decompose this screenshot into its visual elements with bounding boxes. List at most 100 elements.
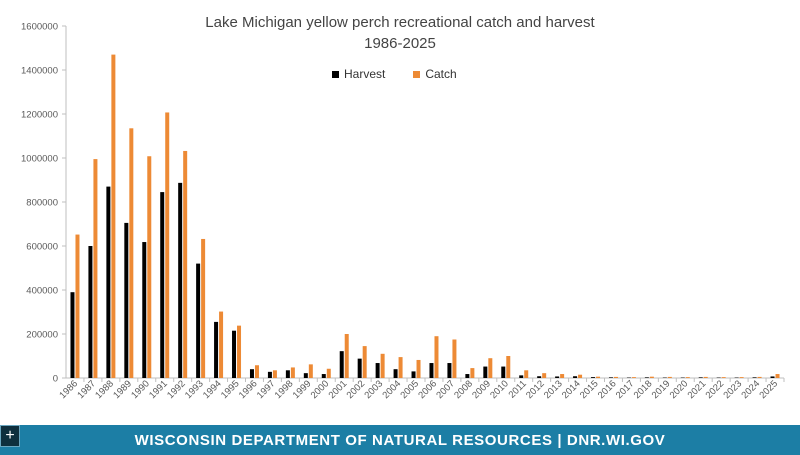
x-tick-label: 2011 bbox=[507, 378, 529, 400]
bar-catch-1992 bbox=[183, 150, 188, 378]
bar-harvest-2004 bbox=[393, 369, 398, 378]
x-tick-label: 2020 bbox=[668, 378, 691, 401]
x-tick-label: 2006 bbox=[416, 378, 439, 401]
bar-harvest-2012 bbox=[537, 376, 542, 378]
x-tick-label: 2002 bbox=[345, 378, 368, 401]
bar-catch-1986 bbox=[75, 234, 80, 378]
legend: Harvest Catch bbox=[332, 67, 457, 81]
bar-catch-1993 bbox=[201, 238, 206, 378]
bar-catch-2018 bbox=[649, 376, 654, 378]
bar-harvest-1996 bbox=[249, 369, 254, 378]
plus-icon[interactable]: + bbox=[0, 425, 20, 447]
bar-catch-1997 bbox=[272, 370, 277, 378]
legend-swatch-harvest bbox=[332, 70, 339, 78]
bar-harvest-2011 bbox=[519, 375, 524, 378]
bar-harvest-1997 bbox=[267, 371, 272, 378]
bar-catch-1995 bbox=[237, 325, 242, 378]
bar-catch-2014 bbox=[578, 374, 583, 378]
bar-catch-2002 bbox=[362, 346, 367, 378]
x-tick-label: 2015 bbox=[578, 378, 601, 401]
bar-harvest-1987 bbox=[88, 246, 93, 378]
bar-harvest-2015 bbox=[591, 377, 596, 378]
bar-harvest-1990 bbox=[142, 242, 147, 378]
x-tick-label: 2018 bbox=[632, 378, 655, 401]
x-tick-label: 2000 bbox=[309, 378, 332, 401]
y-tick-label: 1400000 bbox=[21, 66, 58, 77]
bar-catch-2024 bbox=[757, 376, 762, 378]
bar-harvest-1992 bbox=[178, 182, 183, 378]
bar-harvest-1999 bbox=[303, 373, 308, 378]
bar-harvest-2006 bbox=[429, 363, 434, 378]
bar-harvest-1995 bbox=[232, 330, 237, 378]
x-tick-label: 2003 bbox=[363, 378, 386, 401]
y-tick-label: 1600000 bbox=[21, 22, 58, 33]
y-tick-label: 400000 bbox=[26, 286, 58, 297]
x-tick-label: 2010 bbox=[488, 378, 511, 401]
x-tick-label: 1991 bbox=[147, 378, 170, 401]
y-tick-label: 1200000 bbox=[21, 110, 58, 121]
x-tick-label: 1996 bbox=[237, 378, 260, 401]
bar-harvest-1989 bbox=[124, 222, 129, 378]
y-tick-label: 0 bbox=[53, 374, 58, 385]
bar-catch-2013 bbox=[560, 374, 565, 378]
bar-catch-2010 bbox=[506, 356, 511, 378]
x-tick-label: 2024 bbox=[739, 378, 762, 401]
legend-item-catch: Catch bbox=[413, 67, 457, 81]
bar-harvest-2001 bbox=[339, 351, 344, 378]
x-tick-label: 1992 bbox=[165, 378, 188, 401]
bar-catch-2009 bbox=[488, 358, 493, 378]
x-tick-label: 1990 bbox=[129, 378, 152, 401]
x-tick-label: 2001 bbox=[327, 378, 350, 401]
bar-catch-2006 bbox=[434, 336, 439, 378]
x-tick-label: 2004 bbox=[380, 378, 403, 401]
legend-swatch-catch bbox=[413, 70, 421, 78]
x-tick-label: 1986 bbox=[57, 378, 80, 401]
legend-item-harvest: Harvest bbox=[332, 67, 385, 81]
bar-catch-2017 bbox=[631, 377, 636, 378]
bar-catch-1998 bbox=[290, 367, 295, 378]
bar-harvest-2008 bbox=[465, 374, 470, 378]
x-tick-label: 1989 bbox=[111, 378, 134, 401]
x-tick-label: 1999 bbox=[291, 378, 314, 401]
bar-catch-2000 bbox=[326, 368, 331, 378]
bar-harvest-2007 bbox=[447, 363, 452, 378]
bar-harvest-2003 bbox=[375, 363, 380, 378]
y-tick-label: 200000 bbox=[26, 330, 58, 341]
legend-label-catch: Catch bbox=[425, 67, 457, 81]
bar-catch-2001 bbox=[344, 334, 349, 378]
bar-catch-2023 bbox=[739, 377, 744, 378]
x-tick-label: 2019 bbox=[650, 378, 673, 401]
x-tick-label: 2025 bbox=[757, 378, 780, 401]
bar-harvest-2021 bbox=[698, 377, 703, 378]
bar-catch-1987 bbox=[93, 159, 98, 378]
x-tick-label: 2021 bbox=[686, 378, 709, 401]
x-tick-label: 2008 bbox=[452, 378, 475, 401]
bar-harvest-2005 bbox=[411, 371, 416, 378]
bar-catch-1990 bbox=[147, 156, 152, 378]
bar-harvest-2024 bbox=[752, 377, 757, 378]
bar-harvest-1991 bbox=[160, 192, 165, 378]
x-tick-label: 2012 bbox=[524, 378, 547, 401]
bar-catch-1999 bbox=[308, 364, 313, 378]
bar-catch-2012 bbox=[542, 373, 547, 378]
bar-harvest-2002 bbox=[357, 358, 362, 378]
x-tick-label: 2016 bbox=[596, 378, 619, 401]
bar-catch-1991 bbox=[165, 112, 170, 379]
x-tick-label: 2017 bbox=[614, 378, 637, 401]
chart-title: Lake Michigan yellow perch recreational … bbox=[205, 14, 595, 31]
bar-catch-2022 bbox=[721, 377, 726, 378]
x-tick-label: 2014 bbox=[560, 378, 583, 401]
y-tick-label: 600000 bbox=[26, 242, 58, 253]
x-tick-label: 1998 bbox=[273, 378, 296, 401]
bar-catch-2019 bbox=[667, 376, 672, 378]
bar-catch-1988 bbox=[111, 54, 116, 378]
x-tick-label: 2022 bbox=[704, 378, 727, 401]
footer-banner: WISCONSIN DEPARTMENT OF NATURAL RESOURCE… bbox=[0, 425, 800, 455]
x-tick-label: 1995 bbox=[219, 378, 242, 401]
y-tick-label: 1000000 bbox=[21, 154, 58, 165]
x-tick-label: 1993 bbox=[183, 378, 206, 401]
bar-harvest-2016 bbox=[608, 377, 613, 378]
x-tick-label: 2023 bbox=[722, 378, 745, 401]
x-tick-label: 2005 bbox=[398, 378, 421, 401]
bar-catch-2016 bbox=[613, 376, 618, 378]
